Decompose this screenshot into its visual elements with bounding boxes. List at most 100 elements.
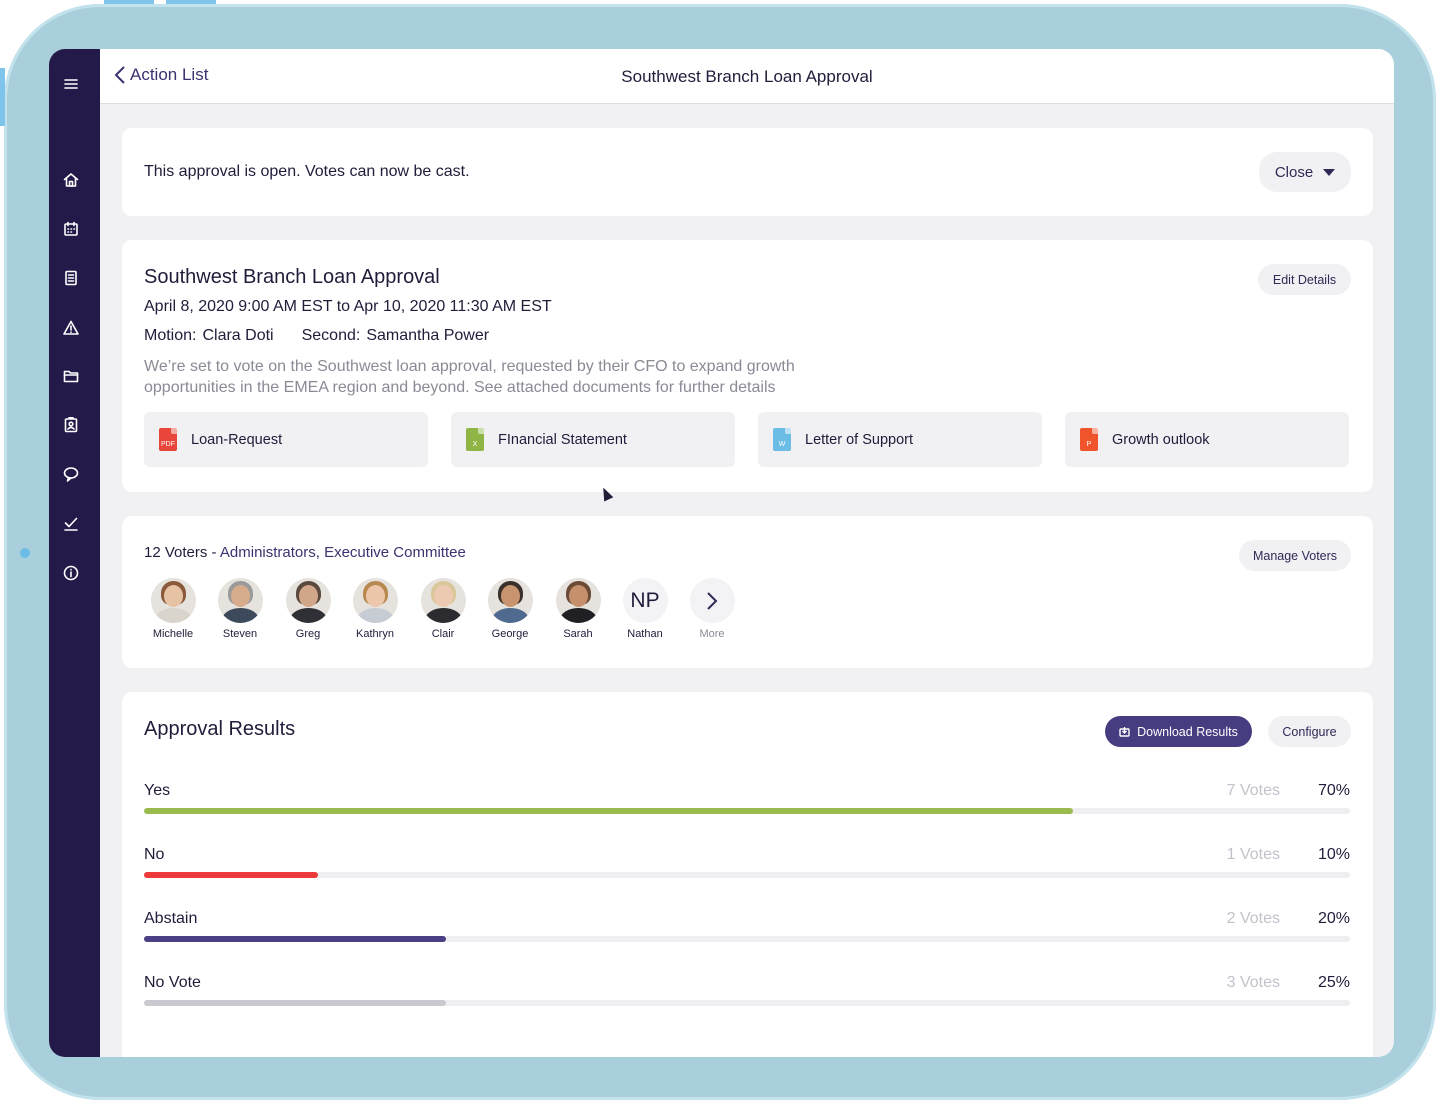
manage-voters-button[interactable]: Manage Voters: [1239, 540, 1351, 571]
voter-kathryn[interactable]: Kathryn: [345, 578, 405, 640]
chevron-right-icon: [689, 578, 735, 623]
download-results-button[interactable]: Download Results: [1105, 716, 1252, 747]
app-screen: Action List Southwest Branch Loan Approv…: [49, 49, 1394, 1057]
directory-icon[interactable]: [60, 414, 82, 436]
excel-file-icon: X: [466, 428, 484, 451]
device-button-mark: [104, 0, 154, 4]
voter-greg[interactable]: Greg: [278, 578, 338, 640]
avatar: [420, 578, 466, 623]
avatar: [352, 578, 398, 623]
document-label: Letter of Support: [805, 431, 914, 448]
result-row: No 1 Votes 10%: [144, 846, 1350, 886]
sidebar: [49, 49, 100, 1057]
powerpoint-file-icon: P: [1080, 428, 1098, 451]
warning-icon[interactable]: [60, 317, 82, 339]
caret-down-icon: [1323, 168, 1336, 176]
avatar: [487, 578, 533, 623]
pdf-file-icon: PDF: [159, 428, 177, 451]
result-votes: 3 Votes: [1226, 974, 1280, 991]
close-label: Close: [1274, 163, 1314, 181]
back-link[interactable]: Action List: [114, 65, 208, 85]
voter-steven[interactable]: Steven: [210, 578, 270, 640]
info-icon[interactable]: [60, 562, 82, 584]
result-votes: 7 Votes: [1226, 782, 1280, 799]
result-label: Abstain: [144, 910, 198, 927]
result-bar-fill: [144, 936, 446, 942]
result-label: Yes: [144, 782, 171, 799]
configure-button[interactable]: Configure: [1268, 716, 1351, 747]
edit-details-button[interactable]: Edit Details: [1258, 264, 1351, 295]
voter-name: Sarah: [563, 628, 593, 640]
voter-michelle[interactable]: Michelle: [143, 578, 203, 640]
approval-description: We’re set to vote on the Southwest loan …: [144, 358, 795, 396]
result-label: No: [144, 846, 165, 863]
document-label: Loan-Request: [191, 431, 283, 448]
device-side-button: [0, 68, 5, 126]
document-growth-outlook[interactable]: P Growth outlook: [1065, 412, 1349, 467]
result-bar-fill: [144, 872, 318, 878]
result-row: No Vote 3 Votes 25%: [144, 974, 1350, 1014]
voter-name: Steven: [222, 628, 258, 640]
result-votes: 2 Votes: [1226, 910, 1280, 927]
motion-label: Motion:: [144, 327, 197, 344]
approval-title: Southwest Branch Loan Approval: [144, 266, 440, 288]
approval-results-card: Approval Results Download Results Config…: [122, 692, 1373, 1057]
meeting-details-card: Southwest Branch Loan Approval Edit Deta…: [122, 240, 1373, 492]
document-letter-of-support[interactable]: W Letter of Support: [758, 412, 1042, 467]
voter-sarah[interactable]: Sarah: [548, 578, 608, 640]
document-label: FInancial Statement: [498, 431, 627, 448]
result-percent: 20%: [1317, 910, 1350, 927]
status-message: This approval is open. Votes can now be …: [144, 163, 470, 180]
chevron-left-icon: [114, 66, 125, 84]
approval-check-icon[interactable]: [60, 513, 82, 535]
result-row: Yes 7 Votes 70%: [144, 782, 1350, 822]
back-link-label: Action List: [130, 65, 209, 84]
status-card: This approval is open. Votes can now be …: [122, 128, 1373, 216]
word-file-icon: W: [773, 428, 791, 451]
avatar: [285, 578, 331, 623]
result-votes: 1 Votes: [1226, 846, 1280, 863]
download-results-label: Download Results: [1137, 724, 1238, 739]
avatar: [217, 578, 263, 623]
device-button-mark: [166, 0, 216, 4]
voters-heading: 12 Voters - Administrators, Executive Co…: [144, 544, 466, 561]
avatar-initials: NP: [622, 578, 668, 623]
result-percent: 25%: [1317, 974, 1350, 991]
result-bar-fill: [144, 808, 1073, 814]
document-financial-statement[interactable]: X FInancial Statement: [451, 412, 735, 467]
motion-value: Clara Doti: [202, 327, 274, 344]
result-bar-track: [144, 1000, 1350, 1006]
voter-nathan[interactable]: NP Nathan: [615, 578, 675, 640]
file-type-text: P: [1086, 441, 1092, 448]
chat-icon[interactable]: [60, 463, 82, 485]
result-bar-track: [144, 936, 1350, 942]
voters-count: 12 Voters -: [144, 544, 217, 561]
motion-line: Motion: Clara Doti Second: Samantha Powe…: [144, 327, 489, 345]
calendar-icon[interactable]: [60, 218, 82, 240]
menu-icon[interactable]: [60, 73, 82, 95]
result-percent: 10%: [1317, 846, 1350, 863]
home-icon[interactable]: [60, 169, 82, 191]
document-label: Growth outlook: [1112, 431, 1210, 448]
second-value: Samantha Power: [366, 327, 490, 344]
results-title: Approval Results: [144, 718, 296, 740]
more-voters-button[interactable]: More: [682, 578, 742, 640]
voter-clair[interactable]: Clair: [413, 578, 473, 640]
voter-george[interactable]: George: [480, 578, 540, 640]
more-label: More: [699, 628, 725, 640]
file-type-text: X: [472, 441, 478, 448]
result-label: No Vote: [144, 974, 201, 991]
avatar: [555, 578, 601, 623]
top-bar: Action List Southwest Branch Loan Approv…: [100, 49, 1394, 104]
voter-groups-link[interactable]: Administrators, Executive Committee: [219, 544, 466, 561]
document-icon[interactable]: [60, 267, 82, 289]
result-percent: 70%: [1317, 782, 1350, 799]
folder-icon[interactable]: [60, 365, 82, 387]
voter-name: Nathan: [627, 628, 663, 640]
second-label: Second:: [301, 327, 361, 344]
approval-dates: April 8, 2020 9:00 AM EST to Apr 10, 202…: [144, 298, 552, 315]
document-loan-request[interactable]: PDF Loan-Request: [144, 412, 428, 467]
file-type-text: W: [778, 441, 786, 448]
voter-name: Michelle: [152, 628, 194, 640]
close-approval-dropdown[interactable]: Close: [1259, 152, 1351, 192]
